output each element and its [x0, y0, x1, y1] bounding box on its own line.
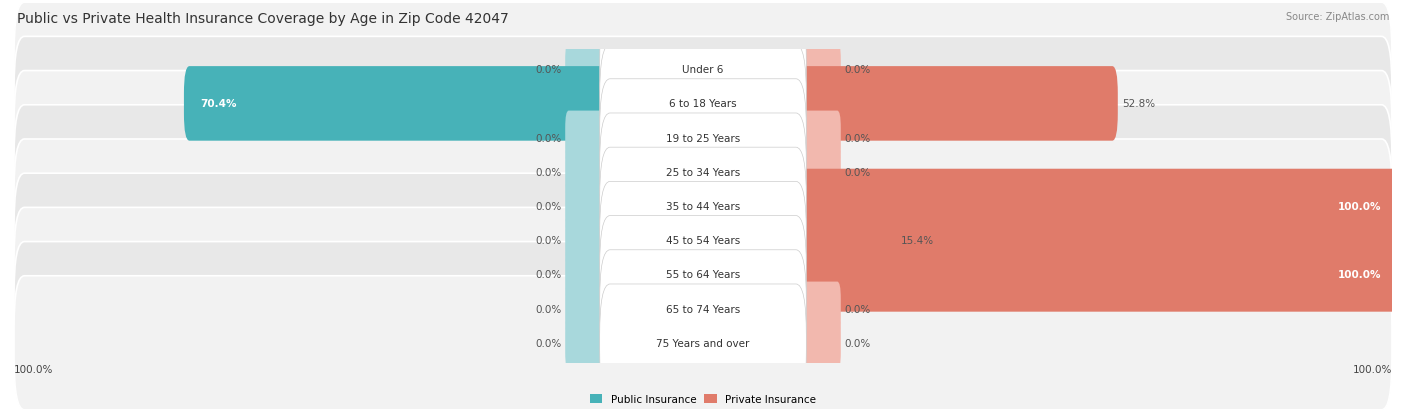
FancyBboxPatch shape [565, 316, 610, 370]
FancyBboxPatch shape [794, 237, 1398, 312]
Text: Public vs Private Health Insurance Coverage by Age in Zip Code 42047: Public vs Private Health Insurance Cover… [17, 12, 509, 26]
Text: 0.0%: 0.0% [844, 304, 870, 314]
Text: 0.0%: 0.0% [536, 338, 562, 348]
Text: 70.4%: 70.4% [200, 99, 236, 109]
FancyBboxPatch shape [794, 204, 896, 278]
Text: 6 to 18 Years: 6 to 18 Years [669, 99, 737, 109]
FancyBboxPatch shape [14, 276, 1392, 410]
Text: 75 Years and over: 75 Years and over [657, 338, 749, 348]
FancyBboxPatch shape [14, 174, 1392, 308]
FancyBboxPatch shape [565, 180, 610, 233]
Text: 0.0%: 0.0% [844, 65, 870, 75]
FancyBboxPatch shape [565, 112, 610, 165]
FancyBboxPatch shape [796, 282, 841, 336]
FancyBboxPatch shape [599, 250, 807, 368]
Text: 100.0%: 100.0% [14, 364, 53, 374]
Text: 0.0%: 0.0% [536, 202, 562, 211]
Text: 19 to 25 Years: 19 to 25 Years [666, 133, 740, 143]
Text: 52.8%: 52.8% [1122, 99, 1156, 109]
FancyBboxPatch shape [14, 140, 1392, 273]
FancyBboxPatch shape [565, 214, 610, 268]
Text: 65 to 74 Years: 65 to 74 Years [666, 304, 740, 314]
Legend: Public Insurance, Private Insurance: Public Insurance, Private Insurance [585, 390, 821, 408]
FancyBboxPatch shape [14, 71, 1392, 205]
Text: Source: ZipAtlas.com: Source: ZipAtlas.com [1285, 12, 1389, 22]
FancyBboxPatch shape [184, 67, 709, 141]
FancyBboxPatch shape [599, 45, 807, 163]
FancyBboxPatch shape [796, 43, 841, 97]
FancyBboxPatch shape [599, 148, 807, 265]
FancyBboxPatch shape [599, 216, 807, 333]
FancyBboxPatch shape [14, 242, 1392, 376]
Text: 0.0%: 0.0% [844, 338, 870, 348]
Text: 0.0%: 0.0% [844, 133, 870, 143]
Text: 55 to 64 Years: 55 to 64 Years [666, 270, 740, 280]
Text: 0.0%: 0.0% [536, 167, 562, 177]
Text: 45 to 54 Years: 45 to 54 Years [666, 236, 740, 246]
Text: 0.0%: 0.0% [536, 270, 562, 280]
FancyBboxPatch shape [796, 145, 841, 199]
FancyBboxPatch shape [14, 208, 1392, 342]
Text: 15.4%: 15.4% [901, 236, 934, 246]
FancyBboxPatch shape [599, 114, 807, 231]
Text: 35 to 44 Years: 35 to 44 Years [666, 202, 740, 211]
FancyBboxPatch shape [565, 248, 610, 301]
FancyBboxPatch shape [599, 284, 807, 402]
Text: 0.0%: 0.0% [536, 236, 562, 246]
FancyBboxPatch shape [796, 112, 841, 165]
Text: 0.0%: 0.0% [536, 65, 562, 75]
FancyBboxPatch shape [599, 80, 807, 197]
FancyBboxPatch shape [565, 145, 610, 199]
FancyBboxPatch shape [599, 11, 807, 129]
FancyBboxPatch shape [14, 37, 1392, 171]
Text: 0.0%: 0.0% [536, 304, 562, 314]
FancyBboxPatch shape [565, 43, 610, 97]
FancyBboxPatch shape [794, 169, 1398, 244]
Text: 0.0%: 0.0% [844, 167, 870, 177]
FancyBboxPatch shape [565, 282, 610, 336]
Text: 25 to 34 Years: 25 to 34 Years [666, 167, 740, 177]
Text: Under 6: Under 6 [682, 65, 724, 75]
Text: 100.0%: 100.0% [1339, 202, 1382, 211]
FancyBboxPatch shape [599, 182, 807, 299]
FancyBboxPatch shape [14, 105, 1392, 239]
Text: 100.0%: 100.0% [1353, 364, 1392, 374]
Text: 100.0%: 100.0% [1339, 270, 1382, 280]
FancyBboxPatch shape [794, 67, 1118, 141]
FancyBboxPatch shape [14, 3, 1392, 137]
FancyBboxPatch shape [796, 316, 841, 370]
Text: 0.0%: 0.0% [536, 133, 562, 143]
